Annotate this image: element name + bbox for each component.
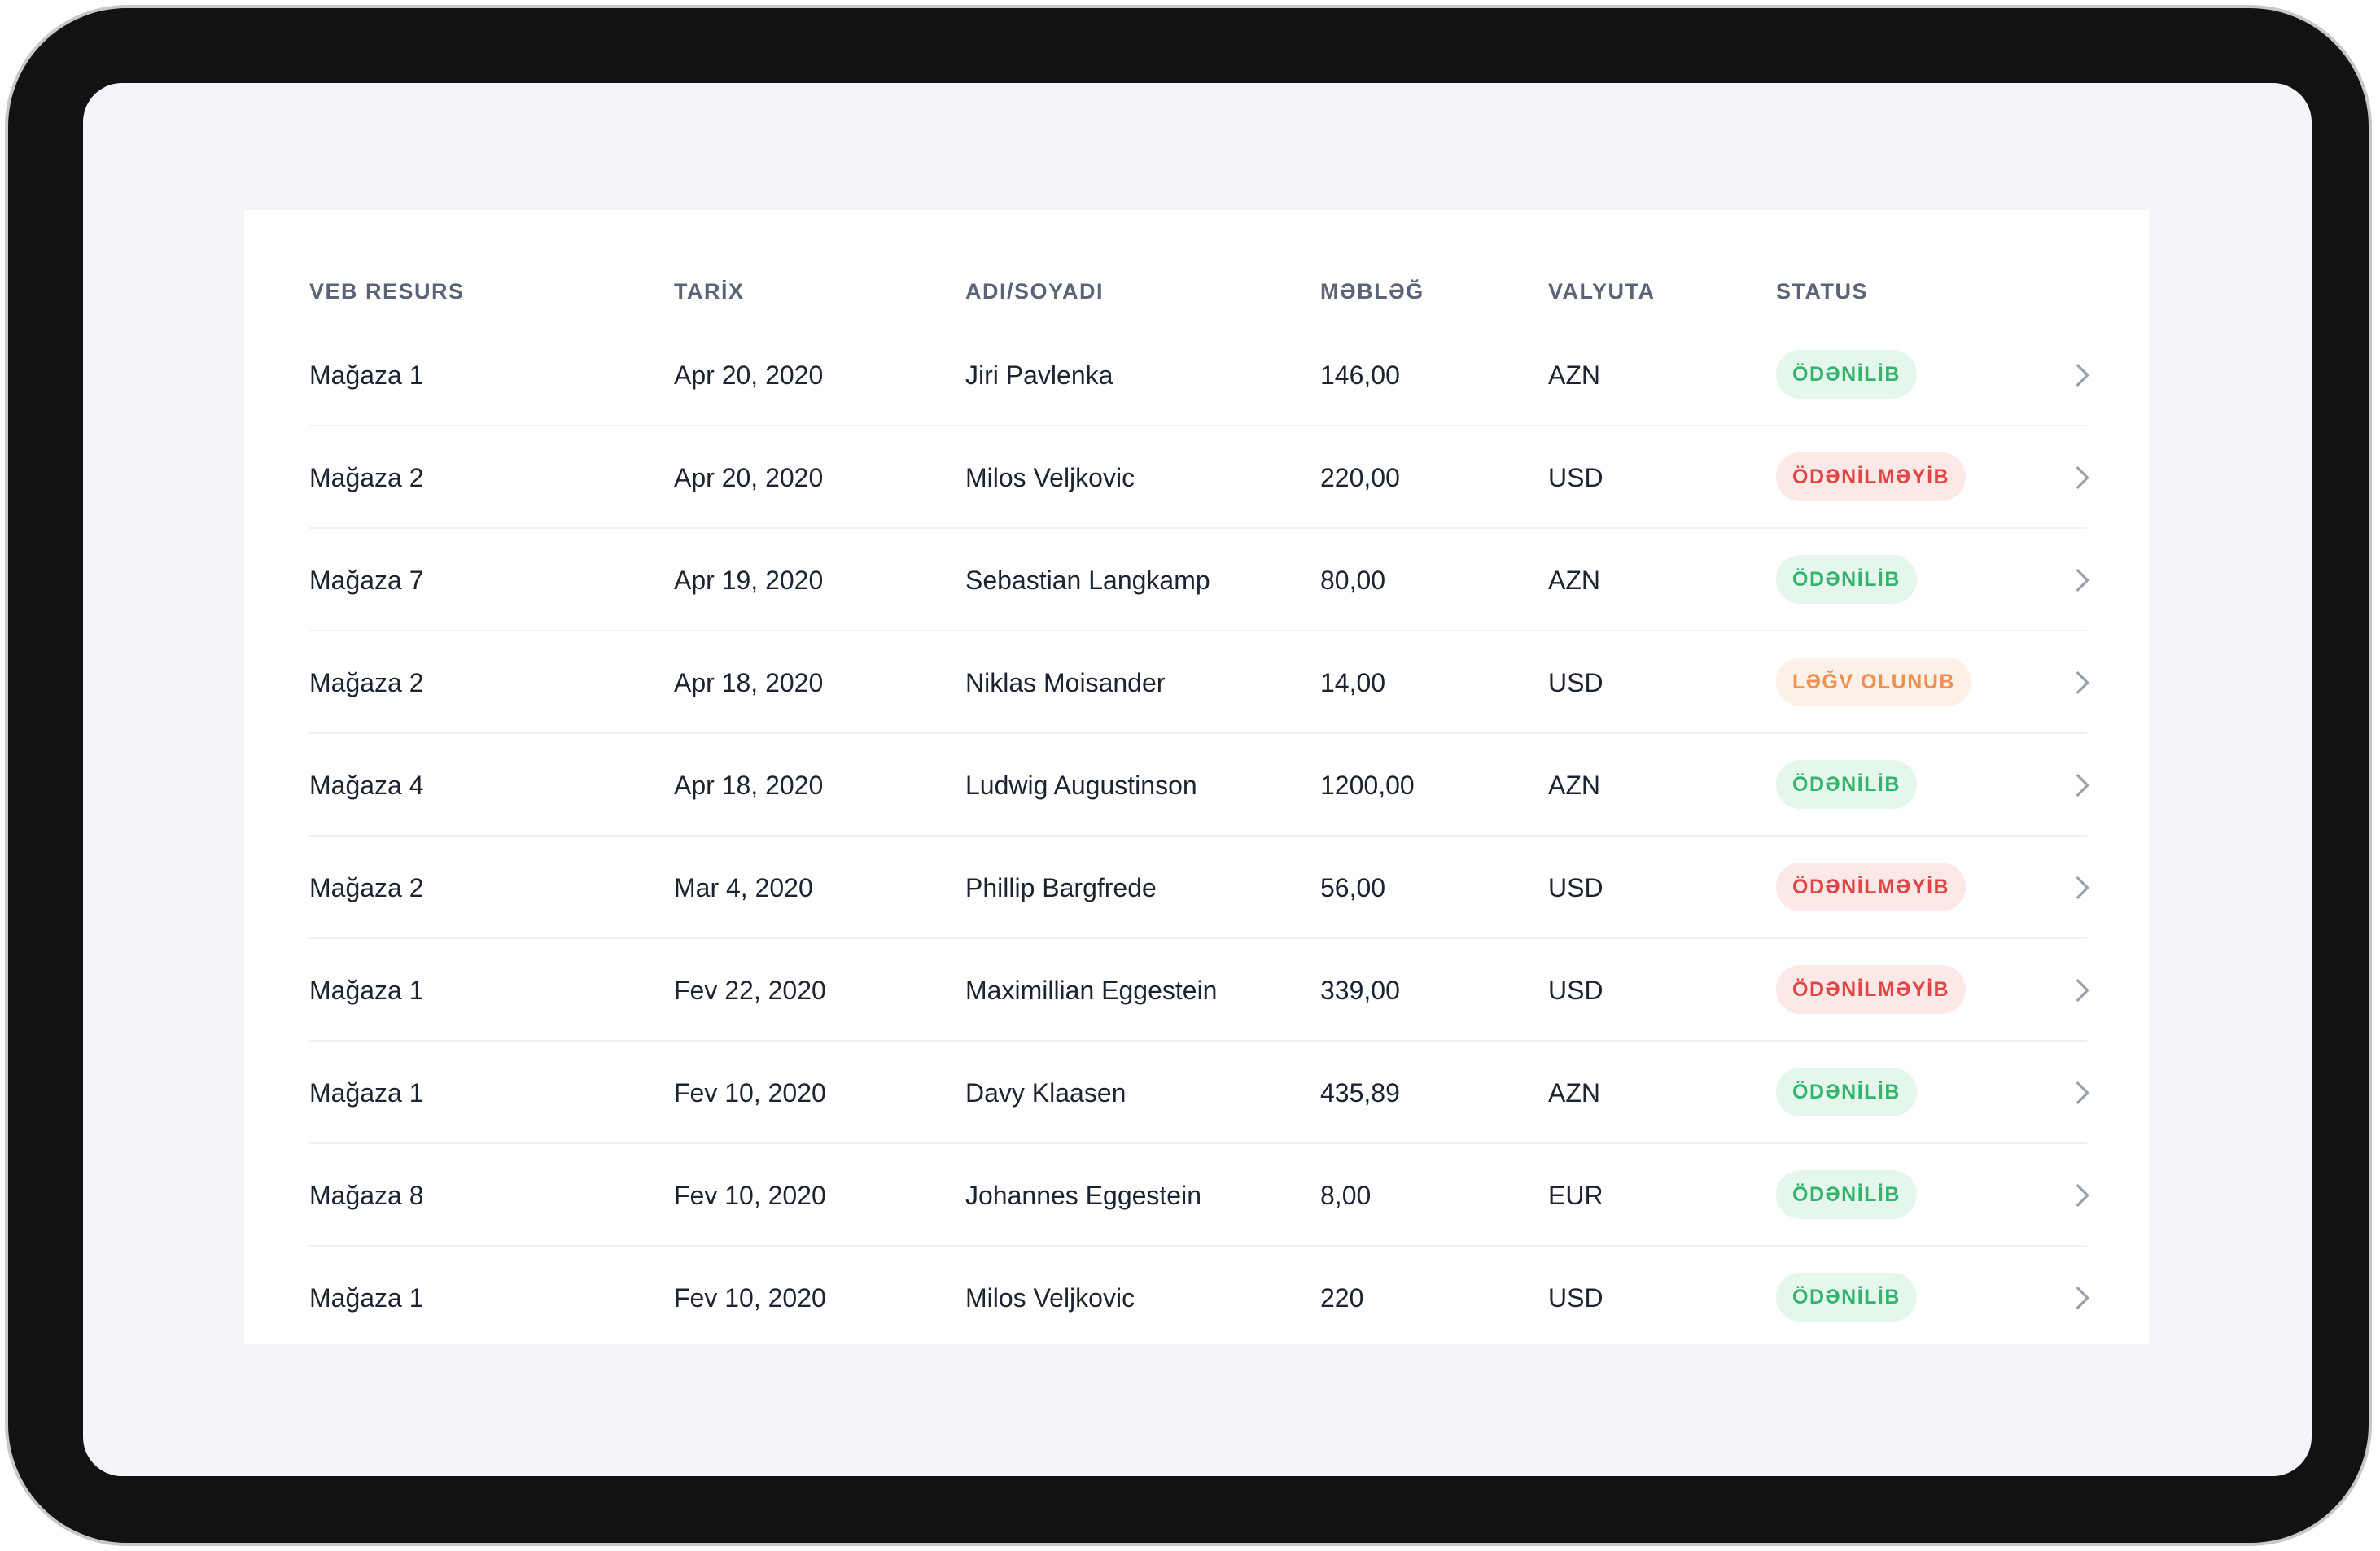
status-badge: ÖDƏNİLMƏYİB (1776, 965, 1967, 1014)
chevron-right-icon[interactable] (2069, 977, 2095, 1003)
cell-currency: USD (1548, 668, 1603, 697)
cell-name: Sebastian Langkamp (965, 566, 1210, 595)
table-row[interactable]: Mağaza 2 Mar 4, 2020 Phillip Bargfrede 5… (309, 837, 2089, 939)
cell-date: Apr 20, 2020 (674, 360, 824, 390)
cell-currency: AZN (1548, 566, 1600, 595)
table-row[interactable]: Mağaza 1 Fev 10, 2020 Davy Klaasen 435,8… (309, 1042, 2089, 1144)
table-row[interactable]: Mağaza 1 Fev 10, 2020 Milos Veljkovic 22… (309, 1247, 2089, 1349)
table-body: Mağaza 1 Apr 20, 2020 Jiri Pavlenka 146,… (309, 324, 2089, 1349)
chevron-right-icon[interactable] (2069, 1285, 2095, 1311)
tablet-screen: VEB RESURS TARİX ADI/SOYADI MƏBLƏĞ VALYU… (83, 83, 2312, 1476)
status-badge: ÖDƏNİLİB (1776, 1273, 1917, 1322)
cell-date: Apr 19, 2020 (674, 566, 824, 595)
status-badge: ÖDƏNİLİB (1776, 1068, 1917, 1116)
cell-source: Mağaza 1 (309, 1078, 424, 1108)
tablet-frame: VEB RESURS TARİX ADI/SOYADI MƏBLƏĞ VALYU… (5, 5, 2372, 1546)
cell-source: Mağaza 8 (309, 1181, 424, 1210)
chevron-right-icon[interactable] (2069, 1182, 2095, 1208)
cell-currency: AZN (1548, 771, 1600, 800)
table-header-row: VEB RESURS TARİX ADI/SOYADI MƏBLƏĞ VALYU… (309, 259, 2087, 324)
cell-currency: USD (1548, 1283, 1603, 1313)
cell-name: Milos Veljkovic (965, 463, 1135, 492)
cell-amount: 435,89 (1320, 1078, 1400, 1108)
cell-source: Mağaza 2 (309, 463, 424, 492)
cell-date: Apr 18, 2020 (674, 668, 824, 697)
cell-source: Mağaza 1 (309, 976, 424, 1005)
cell-currency: USD (1548, 976, 1603, 1005)
header-mebleg[interactable]: MƏBLƏĞ (1320, 279, 1424, 304)
header-status[interactable]: STATUS (1776, 279, 1868, 304)
cell-name: Niklas Moisander (965, 668, 1166, 697)
status-badge: ÖDƏNİLİB (1776, 760, 1917, 809)
cell-date: Apr 18, 2020 (674, 771, 824, 800)
cell-name: Davy Klaasen (965, 1078, 1127, 1108)
cell-name: Jiri Pavlenka (965, 360, 1113, 390)
transactions-table: VEB RESURS TARİX ADI/SOYADI MƏBLƏĞ VALYU… (309, 259, 2089, 1349)
header-adi-soyadi[interactable]: ADI/SOYADI (965, 279, 1105, 304)
table-row[interactable]: Mağaza 1 Fev 22, 2020 Maximillian Eggest… (309, 939, 2089, 1042)
cell-name: Milos Veljkovic (965, 1283, 1135, 1313)
cell-name: Phillip Bargfrede (965, 873, 1157, 902)
table-row[interactable]: Mağaza 2 Apr 20, 2020 Milos Veljkovic 22… (309, 426, 2089, 529)
cell-source: Mağaza 2 (309, 873, 424, 902)
cell-source: Mağaza 1 (309, 1283, 424, 1313)
status-badge: LƏĞV OLUNUB (1776, 658, 1971, 706)
cell-name: Ludwig Augustinson (965, 771, 1197, 800)
cell-currency: USD (1548, 873, 1603, 902)
cell-currency: AZN (1548, 360, 1600, 390)
cell-amount: 220 (1320, 1283, 1364, 1313)
cell-date: Fev 22, 2020 (674, 976, 826, 1005)
chevron-right-icon[interactable] (2069, 875, 2095, 901)
cell-amount: 1200,00 (1320, 771, 1415, 800)
cell-amount: 14,00 (1320, 668, 1386, 697)
table-row[interactable]: Mağaza 7 Apr 19, 2020 Sebastian Langkamp… (309, 529, 2089, 631)
status-badge: ÖDƏNİLİB (1776, 350, 1917, 399)
table-row[interactable]: Mağaza 1 Apr 20, 2020 Jiri Pavlenka 146,… (309, 324, 2089, 426)
cell-source: Mağaza 4 (309, 771, 424, 800)
cell-date: Mar 4, 2020 (674, 873, 813, 902)
transactions-card: VEB RESURS TARİX ADI/SOYADI MƏBLƏĞ VALYU… (244, 210, 2149, 1344)
cell-amount: 339,00 (1320, 976, 1400, 1005)
cell-amount: 56,00 (1320, 873, 1386, 902)
cell-source: Mağaza 2 (309, 668, 424, 697)
cell-date: Fev 10, 2020 (674, 1181, 826, 1210)
table-row[interactable]: Mağaza 2 Apr 18, 2020 Niklas Moisander 1… (309, 631, 2089, 734)
chevron-right-icon[interactable] (2069, 362, 2095, 388)
header-tarix[interactable]: TARİX (674, 279, 745, 304)
table-row[interactable]: Mağaza 8 Fev 10, 2020 Johannes Eggestein… (309, 1144, 2089, 1247)
status-badge: ÖDƏNİLMƏYİB (1776, 452, 1967, 501)
cell-amount: 146,00 (1320, 360, 1400, 390)
cell-date: Fev 10, 2020 (674, 1078, 826, 1108)
cell-name: Johannes Eggestein (965, 1181, 1201, 1210)
chevron-right-icon[interactable] (2069, 670, 2095, 696)
chevron-right-icon[interactable] (2069, 465, 2095, 491)
header-veb-resurs[interactable]: VEB RESURS (309, 279, 465, 304)
status-badge: ÖDƏNİLİB (1776, 1170, 1917, 1219)
cell-source: Mağaza 1 (309, 360, 424, 390)
chevron-right-icon[interactable] (2069, 772, 2095, 798)
chevron-right-icon[interactable] (2069, 567, 2095, 593)
table-row[interactable]: Mağaza 4 Apr 18, 2020 Ludwig Augustinson… (309, 734, 2089, 837)
cell-amount: 8,00 (1320, 1181, 1372, 1210)
cell-source: Mağaza 7 (309, 566, 424, 595)
cell-amount: 80,00 (1320, 566, 1386, 595)
cell-amount: 220,00 (1320, 463, 1400, 492)
status-badge: ÖDƏNİLİB (1776, 555, 1917, 604)
header-valyuta[interactable]: VALYUTA (1548, 279, 1656, 304)
status-badge: ÖDƏNİLMƏYİB (1776, 863, 1967, 911)
cell-currency: EUR (1548, 1181, 1603, 1210)
cell-currency: AZN (1548, 1078, 1600, 1108)
cell-currency: USD (1548, 463, 1603, 492)
chevron-right-icon[interactable] (2069, 1080, 2095, 1106)
cell-date: Fev 10, 2020 (674, 1283, 826, 1313)
cell-name: Maximillian Eggestein (965, 976, 1218, 1005)
cell-date: Apr 20, 2020 (674, 463, 824, 492)
